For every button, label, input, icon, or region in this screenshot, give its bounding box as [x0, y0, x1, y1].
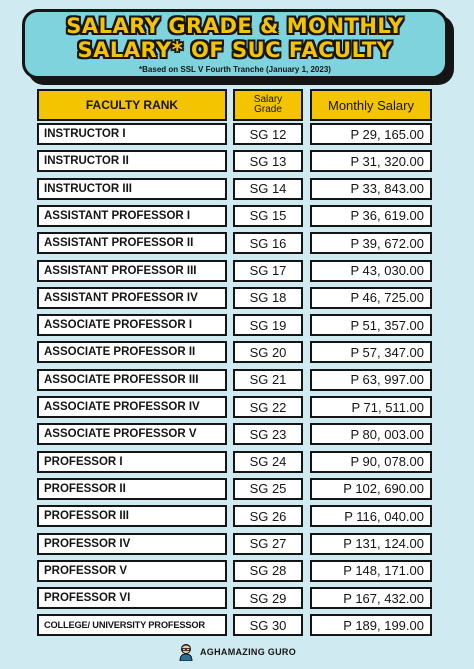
salary-grade-cell: SG 18 — [233, 286, 303, 309]
salary-grade-cell: SG 16 — [233, 232, 303, 255]
faculty-rank-cell: ASSISTANT PROFESSOR III — [37, 259, 227, 282]
monthly-salary-cell: P 80, 003.00 — [310, 423, 432, 446]
table-row: PROFESSOR II SG 25 P 102, 690.00 — [0, 477, 474, 500]
table-row: INSTRUCTOR II SG 13 P 31, 320.00 — [0, 150, 474, 173]
faculty-rank-cell: PROFESSOR V — [37, 559, 227, 582]
title-line-2: SALARY* OF SUC FACULTY — [77, 38, 393, 62]
table-row: PROFESSOR IV SG 27 P 131, 124.00 — [0, 532, 474, 555]
faculty-rank-cell: PROFESSOR IV — [37, 532, 227, 555]
monthly-salary-cell: P 131, 124.00 — [310, 532, 432, 555]
table-row: COLLEGE/ UNIVERSITY PROFESSOR SG 30 P 189,… — [0, 614, 474, 637]
monthly-salary-cell: P 33, 843.00 — [310, 177, 432, 200]
faculty-rank-cell: ASSOCIATE PROFESSOR I — [37, 314, 227, 337]
header-salary-grade: Salary Grade — [233, 89, 303, 121]
monthly-salary-cell: P 39, 672.00 — [310, 232, 432, 255]
table-row: PROFESSOR III SG 26 P 116, 040.00 — [0, 505, 474, 528]
title-line-1: SALARY GRADE & MONTHLY — [66, 14, 404, 38]
faculty-rank-cell: INSTRUCTOR I — [37, 123, 227, 145]
monthly-salary-cell: P 31, 320.00 — [310, 150, 432, 173]
monthly-salary-cell: P 148, 171.00 — [310, 559, 432, 582]
faculty-rank-cell: INSTRUCTOR II — [37, 150, 227, 173]
salary-grade-cell: SG 19 — [233, 314, 303, 337]
table-row: PROFESSOR VI SG 29 P 167, 432.00 — [0, 587, 474, 610]
faculty-rank-cell: ASSISTANT PROFESSOR II — [37, 232, 227, 255]
monthly-salary-cell: P 43, 030.00 — [310, 259, 432, 282]
faculty-rank-cell: ASSOCIATE PROFESSOR II — [37, 341, 227, 364]
person-avatar-icon — [179, 644, 193, 661]
table-row: ASSOCIATE PROFESSOR III SG 21 P 63, 997.00 — [0, 368, 474, 391]
table-row: ASSISTANT PROFESSOR IV SG 18 P 46, 725.00 — [0, 286, 474, 309]
table-row: ASSISTANT PROFESSOR II SG 16 P 39, 672.00 — [0, 232, 474, 255]
salary-grade-cell: SG 12 — [233, 123, 303, 145]
table-row: INSTRUCTOR III SG 14 P 33, 843.00 — [0, 177, 474, 200]
salary-grade-cell: SG 30 — [233, 614, 303, 637]
monthly-salary-cell: P 116, 040.00 — [310, 505, 432, 528]
faculty-rank-cell: ASSOCIATE PROFESSOR III — [37, 368, 227, 391]
salary-grade-cell: SG 17 — [233, 259, 303, 282]
faculty-rank-cell: PROFESSOR VI — [37, 587, 227, 610]
title-banner: SALARY GRADE & MONTHLY SALARY* OF SUC FA… — [22, 9, 448, 79]
monthly-salary-cell: P 71, 511.00 — [310, 396, 432, 418]
table-row: ASSOCIATE PROFESSOR V SG 23 P 80, 003.00 — [0, 423, 474, 446]
table-row: ASSOCIATE PROFESSOR II SG 20 P 57, 347.00 — [0, 341, 474, 364]
salary-grade-cell: SG 27 — [233, 532, 303, 555]
header-faculty-rank: FACULTY RANK — [37, 89, 227, 121]
salary-grade-cell: SG 20 — [233, 341, 303, 364]
salary-grade-cell: SG 14 — [233, 177, 303, 200]
salary-grade-cell: SG 24 — [233, 450, 303, 473]
faculty-rank-cell: PROFESSOR III — [37, 505, 227, 528]
salary-grade-cell: SG 13 — [233, 150, 303, 173]
faculty-rank-cell: INSTRUCTOR III — [37, 177, 227, 200]
salary-grade-cell: SG 25 — [233, 477, 303, 500]
salary-grade-cell: SG 22 — [233, 396, 303, 418]
salary-grade-cell: SG 21 — [233, 368, 303, 391]
faculty-rank-cell: PROFESSOR II — [37, 477, 227, 500]
header-salary-grade-line1: Salary — [253, 94, 283, 105]
faculty-rank-cell: PROFESSOR I — [37, 450, 227, 473]
monthly-salary-cell: P 57, 347.00 — [310, 341, 432, 364]
monthly-salary-cell: P 46, 725.00 — [310, 286, 432, 309]
monthly-salary-cell: P 63, 997.00 — [310, 368, 432, 391]
monthly-salary-cell: P 29, 165.00 — [310, 123, 432, 145]
table-row: ASSOCIATE PROFESSOR I SG 19 P 51, 357.00 — [0, 314, 474, 337]
salary-grade-cell: SG 15 — [233, 204, 303, 227]
faculty-rank-cell: ASSISTANT PROFESSOR I — [37, 204, 227, 227]
salary-grade-cell: SG 28 — [233, 559, 303, 582]
salary-grade-cell: SG 23 — [233, 423, 303, 446]
monthly-salary-cell: P 102, 690.00 — [310, 477, 432, 500]
salary-grade-cell: SG 26 — [233, 505, 303, 528]
header-salary-grade-line2: Grade — [254, 104, 282, 115]
table-row: PROFESSOR I SG 24 P 90, 078.00 — [0, 450, 474, 473]
footer-brand: AGHAMAZING GURO — [0, 643, 474, 661]
monthly-salary-cell: P 36, 619.00 — [310, 204, 432, 227]
salary-grade-cell: SG 29 — [233, 587, 303, 610]
monthly-salary-cell: P 189, 199.00 — [310, 614, 432, 637]
faculty-rank-cell: COLLEGE/ UNIVERSITY PROFESSOR — [37, 614, 227, 637]
table-row: PROFESSOR V SG 28 P 148, 171.00 — [0, 559, 474, 582]
table-row: ASSISTANT PROFESSOR I SG 15 P 36, 619.00 — [0, 204, 474, 227]
faculty-rank-cell: ASSOCIATE PROFESSOR IV — [37, 396, 227, 418]
footer-brand-text: AGHAMAZING GURO — [200, 647, 296, 657]
subtitle-note: *Based on SSL V Fourth Tranche (January … — [139, 65, 331, 74]
table-row: INSTRUCTOR I SG 12 P 29, 165.00 — [0, 123, 474, 145]
table-row: ASSISTANT PROFESSOR III SG 17 P 43, 030.00 — [0, 259, 474, 282]
header-monthly-salary: Monthly Salary — [310, 89, 432, 121]
faculty-rank-cell: ASSISTANT PROFESSOR IV — [37, 286, 227, 309]
table-row: ASSOCIATE PROFESSOR IV SG 22 P 71, 511.00 — [0, 396, 474, 418]
monthly-salary-cell: P 51, 357.00 — [310, 314, 432, 337]
monthly-salary-cell: P 90, 078.00 — [310, 450, 432, 473]
monthly-salary-cell: P 167, 432.00 — [310, 587, 432, 610]
faculty-rank-cell: ASSOCIATE PROFESSOR V — [37, 423, 227, 446]
